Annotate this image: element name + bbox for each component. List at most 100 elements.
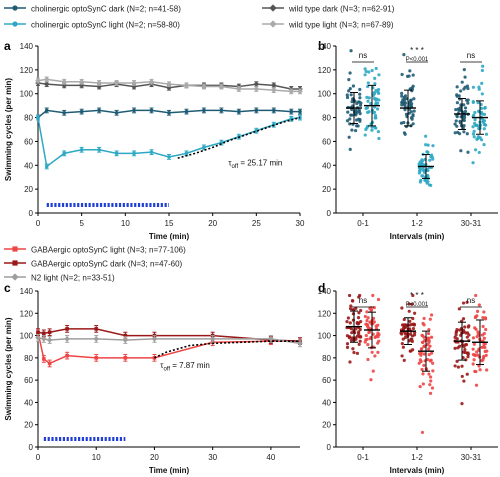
scatter-point bbox=[466, 101, 470, 105]
data-point bbox=[253, 86, 260, 92]
data-point bbox=[202, 108, 206, 113]
scatter-point bbox=[377, 98, 381, 102]
scatter-point bbox=[349, 304, 353, 308]
scatter-point bbox=[471, 125, 475, 129]
scatter-point bbox=[480, 345, 484, 349]
scatter-point bbox=[426, 331, 431, 336]
y-tick-label: 40 bbox=[24, 161, 33, 170]
scatter-point bbox=[402, 317, 406, 322]
legend-label: wild type dark (N=3; n=62-91) bbox=[288, 5, 395, 14]
scatter-point bbox=[370, 128, 374, 132]
scatter-point bbox=[400, 91, 404, 95]
data-point bbox=[97, 147, 101, 152]
scatter-point bbox=[465, 132, 469, 136]
y-tick-label: 20 bbox=[24, 421, 33, 430]
scatter-point bbox=[376, 350, 380, 354]
data-point bbox=[79, 147, 84, 152]
scatter-point bbox=[349, 93, 353, 97]
y-tick-label: 0 bbox=[29, 443, 34, 452]
scatter-point bbox=[411, 114, 415, 118]
scatter-point bbox=[465, 335, 469, 339]
scatter-point bbox=[371, 369, 375, 373]
y-tick-label: 140 bbox=[20, 42, 34, 51]
data-point bbox=[36, 115, 40, 120]
scatter-point bbox=[473, 148, 478, 152]
data-point bbox=[131, 83, 137, 90]
scatter-point bbox=[453, 335, 457, 340]
panel-label-c: c bbox=[4, 281, 11, 295]
scatter-point bbox=[453, 131, 457, 135]
scatter-point bbox=[373, 76, 377, 80]
scatter-point bbox=[402, 358, 406, 362]
scatter-point bbox=[429, 335, 434, 339]
scatter-point bbox=[460, 374, 464, 379]
y-tick-label: 60 bbox=[322, 137, 331, 146]
scatter-point bbox=[480, 333, 485, 337]
scatter-point bbox=[463, 75, 467, 79]
significance-label: * * * bbox=[410, 46, 424, 55]
scatter-point bbox=[454, 329, 459, 334]
scatter-point bbox=[453, 364, 457, 368]
y-tick-label: 80 bbox=[24, 114, 33, 123]
scatter-point bbox=[364, 338, 368, 342]
scatter-point bbox=[355, 101, 359, 106]
scatter-point bbox=[455, 94, 459, 98]
scatter-point bbox=[454, 119, 458, 123]
data-point bbox=[202, 145, 206, 150]
scatter-point bbox=[431, 361, 435, 365]
scatter-point bbox=[420, 174, 424, 178]
scatter-point bbox=[482, 142, 486, 147]
data-point bbox=[184, 151, 189, 156]
y-tick-label: 140 bbox=[20, 287, 34, 296]
scatter-point bbox=[484, 132, 489, 136]
scatter-point bbox=[346, 110, 350, 114]
data-point bbox=[36, 330, 40, 335]
scatter-point bbox=[400, 342, 404, 346]
scatter-point bbox=[409, 98, 413, 102]
scatter-point bbox=[351, 104, 355, 108]
scatter-point bbox=[371, 93, 376, 97]
significance-label: ns bbox=[359, 296, 367, 305]
data-point bbox=[78, 78, 85, 85]
scatter-point bbox=[476, 136, 480, 141]
scatter-point bbox=[431, 144, 435, 148]
scatter-point bbox=[422, 363, 426, 367]
p-value-label: P<0.001 bbox=[406, 57, 429, 63]
scatter-point bbox=[373, 116, 377, 120]
scatter-point bbox=[353, 128, 358, 133]
y-tick-label: 120 bbox=[318, 309, 332, 318]
scatter-point bbox=[347, 89, 351, 93]
scatter-point bbox=[458, 121, 463, 125]
scatter-point bbox=[482, 127, 486, 131]
scatter-point bbox=[374, 66, 378, 71]
scatter-point bbox=[349, 338, 354, 343]
data-point bbox=[114, 151, 119, 156]
legend-label: cholinergic optoSynC light (N=2; n=58-80… bbox=[31, 21, 180, 30]
significance-label: ns bbox=[467, 296, 475, 305]
scatter-point bbox=[408, 332, 413, 336]
y-tick-label: 80 bbox=[24, 354, 33, 363]
legend-label: GABAergic optoSynC dark (N=3; n=47-60) bbox=[31, 260, 183, 269]
scatter-point bbox=[480, 92, 484, 96]
scatter-point bbox=[347, 293, 352, 298]
scatter-point bbox=[466, 325, 471, 329]
scatter-point bbox=[459, 149, 463, 153]
scatter-point bbox=[357, 330, 361, 334]
scatter-point bbox=[426, 180, 430, 184]
scatter-point bbox=[347, 135, 351, 139]
scatter-point bbox=[459, 89, 463, 93]
scatter-point bbox=[427, 372, 431, 376]
scatter-point bbox=[373, 125, 377, 130]
scatter-point bbox=[401, 337, 405, 341]
scatter-point bbox=[477, 364, 481, 368]
data-point bbox=[61, 78, 67, 85]
data-point bbox=[288, 88, 295, 95]
scatter-point bbox=[346, 316, 350, 320]
data-point bbox=[123, 356, 128, 360]
scatter-point bbox=[348, 147, 352, 151]
scatter-point bbox=[345, 95, 350, 100]
scatter-point bbox=[347, 77, 351, 82]
x-tick-label: 20 bbox=[208, 219, 217, 228]
data-point bbox=[298, 109, 302, 114]
